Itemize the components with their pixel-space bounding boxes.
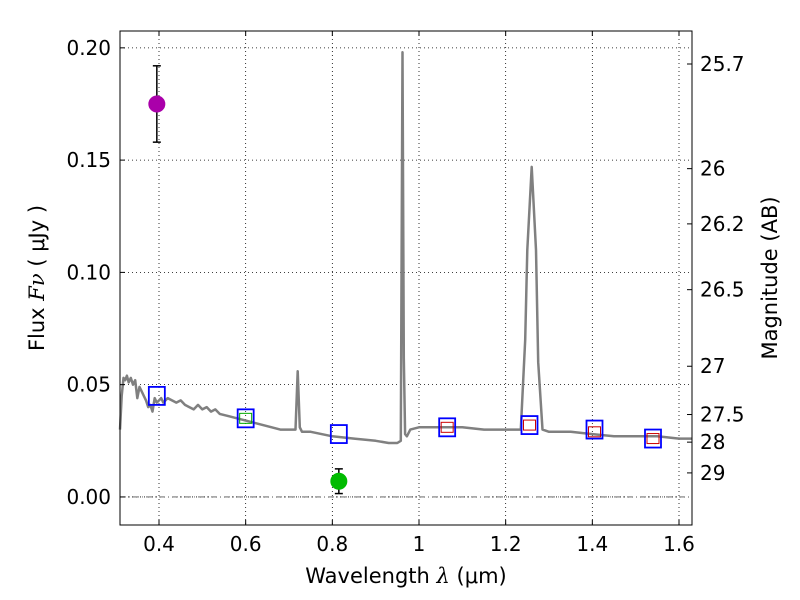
small-marker — [646, 433, 660, 445]
plot-frame — [119, 30, 693, 526]
x-tick-label: 0.8 — [316, 532, 348, 556]
right-tick-label: 26.5 — [700, 278, 745, 302]
x-axis-label-prefix: Wavelength — [305, 564, 430, 588]
small-marker — [440, 421, 454, 433]
right-tick-label: 26 — [700, 157, 725, 181]
y-axis-label-symbol: Fν — [25, 273, 49, 302]
x-tick-label: 0.4 — [143, 532, 175, 556]
model-photometry-square — [236, 408, 255, 429]
y-tick-label: 0.05 — [66, 373, 111, 397]
observed-point — [148, 95, 166, 113]
small-marker-group — [239, 412, 660, 445]
model-photometry-square — [520, 415, 539, 435]
x-axis-label: Wavelength λ (μm) — [305, 564, 506, 588]
observed-photometry-group — [148, 65, 348, 495]
y-ticks: 0.00 0.05 0.10 0.15 0.20 — [66, 36, 125, 509]
y-axis-label-unit: ( μJy ) — [25, 205, 49, 267]
right-tick-label: 27 — [700, 354, 725, 378]
y-tick-label: 0.20 — [66, 36, 111, 60]
right-tick-label: 28 — [700, 430, 725, 454]
right-tick-label: 27.5 — [700, 403, 745, 427]
x-ticks: 0.4 0.6 0.8 1 1.2 1.4 1.6 — [143, 31, 695, 556]
small-marker — [588, 426, 601, 438]
right-ticks: 25.7 26 26.2 26.5 27 27.5 28 29 — [687, 52, 745, 485]
x-tick-label: 0.6 — [230, 532, 262, 556]
model-photometry-square — [147, 385, 166, 406]
y-axis-label: Flux Fν ( μJy ) — [25, 205, 49, 351]
x-axis-label-unit: (μm) — [457, 564, 507, 588]
y-axis-right-label: Magnitude (AB) — [758, 196, 782, 359]
x-tick-label: 1.2 — [490, 532, 522, 556]
x-tick-label: 1.4 — [576, 532, 608, 556]
grid — [120, 31, 692, 525]
y-tick-label: 0.00 — [66, 485, 111, 509]
plot-background — [120, 31, 692, 525]
spectrum-line — [118, 51, 692, 445]
right-tick-label: 26.2 — [700, 212, 745, 236]
right-tick-label: 29 — [700, 461, 725, 485]
x-tick-label: 1.6 — [663, 532, 695, 556]
spectrum-group — [118, 51, 692, 445]
model-photometry-square — [585, 419, 604, 440]
x-tick-label: 1 — [413, 532, 426, 556]
small-marker — [523, 419, 536, 431]
y-axis-label-prefix: Flux — [25, 307, 49, 351]
y-tick-label: 0.10 — [66, 260, 111, 284]
right-tick-label: 25.7 — [700, 52, 745, 76]
model-photometry-group — [147, 385, 662, 449]
observed-point — [330, 472, 348, 490]
model-photometry-square — [438, 417, 457, 438]
x-axis-label-symbol: λ — [436, 564, 450, 588]
small-marker — [239, 412, 253, 424]
model-photometry-square — [329, 424, 348, 444]
model-photometry-square — [644, 428, 662, 449]
y-tick-label: 0.15 — [66, 148, 111, 172]
